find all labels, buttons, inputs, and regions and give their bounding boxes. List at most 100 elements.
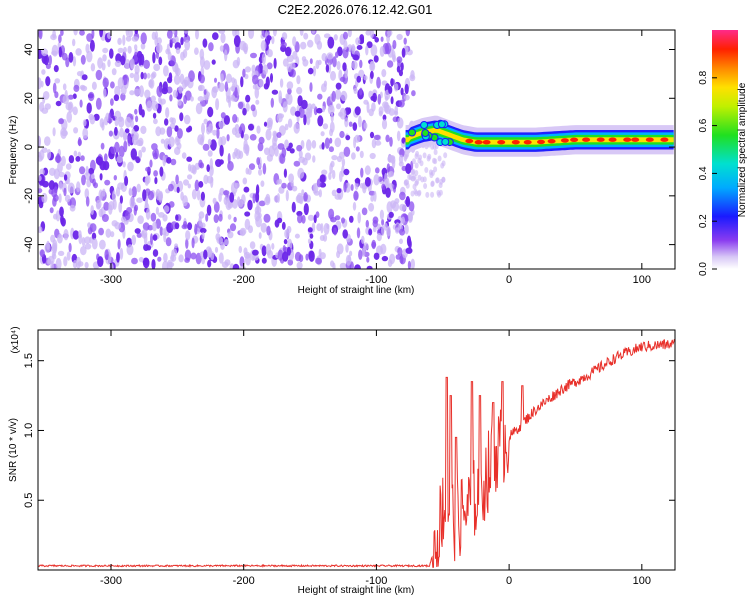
noise-blob: [139, 85, 144, 98]
noise-blob: [119, 127, 124, 138]
noise-blob: [154, 177, 158, 185]
noise-blob: [398, 154, 404, 164]
noise-blob: [350, 184, 354, 191]
noise-blob: [86, 102, 92, 114]
noise-blob: [100, 142, 105, 150]
noise-blob: [182, 49, 188, 59]
noise-blob: [406, 235, 412, 247]
noise-blob: [394, 105, 399, 115]
noise-blob: [352, 54, 360, 61]
noise-blob: [266, 117, 273, 128]
noise-blob: [336, 103, 341, 110]
noise-blob: [374, 140, 382, 146]
noise-blob: [63, 174, 68, 181]
noise-blob: [314, 33, 321, 45]
noise-blob: [150, 73, 156, 80]
noise-blob: [107, 59, 111, 68]
noise-blob: [104, 249, 109, 261]
noise-blob: [440, 162, 445, 169]
noise-blob: [81, 74, 88, 81]
noise-blob: [203, 249, 208, 260]
noise-blob: [353, 87, 358, 94]
noise-blob: [91, 238, 98, 250]
noise-blob: [252, 74, 259, 85]
noise-blob: [384, 172, 388, 184]
noise-blob: [162, 81, 168, 92]
noise-blob: [244, 66, 251, 73]
noise-blob: [227, 231, 234, 239]
noise-blob: [392, 39, 397, 50]
noise-blob: [183, 179, 189, 186]
noise-blob: [270, 97, 274, 108]
noise-blob: [358, 249, 363, 260]
noise-blob: [352, 201, 357, 211]
noise-blob: [194, 223, 198, 235]
noise-blob: [110, 98, 114, 106]
noise-blob: [318, 189, 322, 198]
noise-blob: [331, 90, 336, 102]
snr-axes: -300 -200 -100 0 100 0.5 1.0 1.5: [23, 330, 675, 587]
noise-blob: [136, 197, 143, 203]
noise-blob: [206, 175, 214, 184]
noise-blob: [320, 223, 324, 234]
noise-blob: [76, 71, 83, 77]
noise-blob: [316, 223, 322, 232]
noise-blob: [391, 50, 396, 61]
noise-blob: [79, 30, 85, 36]
noise-blob: [407, 260, 411, 269]
noise-blob: [391, 159, 396, 169]
noise-blob: [360, 37, 365, 44]
noise-blob: [191, 189, 197, 200]
noise-blob: [351, 45, 356, 51]
noise-blob: [364, 165, 371, 176]
noise-blob: [236, 196, 241, 207]
noise-blob: [226, 134, 230, 142]
noise-blob: [147, 190, 154, 201]
noise-blob: [218, 121, 224, 129]
noise-blob: [219, 187, 225, 196]
colorbar-tick-label: 0.0: [698, 262, 709, 276]
noise-blob: [239, 229, 246, 237]
noise-blob: [303, 192, 308, 202]
noise-blob: [207, 150, 213, 157]
signal-peak: [582, 137, 591, 142]
noise-blob: [250, 104, 256, 112]
noise-blob: [360, 167, 364, 178]
noise-blob: [405, 247, 413, 254]
noise-blob: [263, 147, 271, 156]
noise-blob: [212, 32, 219, 40]
noise-blob: [98, 227, 104, 236]
noise-blob: [218, 213, 223, 222]
noise-blob: [376, 233, 382, 242]
noise-blob: [336, 60, 341, 71]
noise-blob: [281, 182, 287, 189]
noise-blob: [49, 207, 54, 214]
noise-blob: [119, 247, 124, 260]
noise-blob: [334, 194, 342, 200]
noise-blob: [335, 82, 342, 90]
noise-blob: [244, 218, 251, 230]
noise-blob: [279, 78, 284, 88]
noise-blob: [417, 157, 422, 164]
noise-blob: [248, 30, 255, 39]
noise-blob: [79, 166, 86, 175]
noise-blob: [124, 59, 131, 70]
signal-peak: [537, 139, 545, 145]
noise-blob: [153, 63, 161, 72]
noise-blob: [258, 168, 263, 176]
noise-blob: [137, 215, 144, 225]
noise-blob: [145, 166, 151, 172]
noise-blob: [365, 219, 369, 228]
noise-blob: [292, 36, 297, 47]
noise-blob: [62, 94, 70, 105]
signal-peak: [660, 137, 669, 142]
noise-blob: [355, 146, 360, 152]
noise-blob: [143, 59, 151, 69]
noise-blob: [114, 85, 121, 97]
noise-blob: [243, 133, 249, 141]
noise-blob: [95, 199, 102, 209]
snr-multiplier: (x10⁴): [10, 326, 21, 353]
noise-blob: [117, 77, 124, 89]
noise-blob: [131, 128, 135, 135]
noise-blob: [195, 30, 199, 40]
